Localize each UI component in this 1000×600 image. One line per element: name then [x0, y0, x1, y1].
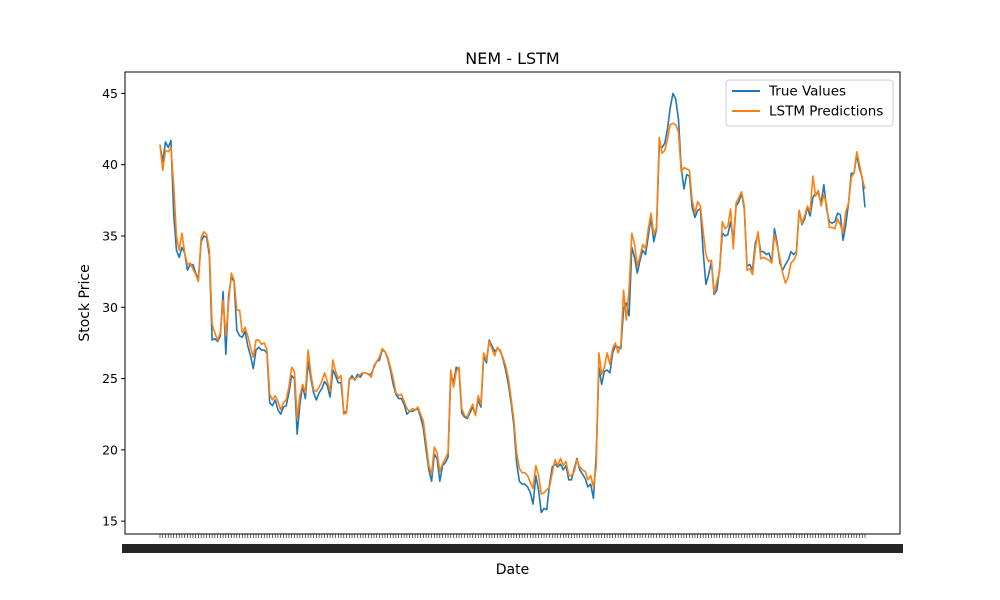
y-tick-label: 30: [102, 300, 118, 315]
chart-title: NEM - LSTM: [465, 49, 559, 68]
x-axis-ticks: [122, 534, 903, 553]
plot-area: 15 20 25 30 35 40 45: [102, 71, 903, 553]
y-tick-label: 20: [102, 442, 118, 457]
series-points-lstm-predictions: [159, 123, 866, 495]
y-axis-ticks: 15 20 25 30 35 40 45: [102, 86, 125, 529]
legend: True Values LSTM Predictions: [725, 79, 894, 127]
series-layer: [159, 92, 866, 514]
legend-label: True Values: [768, 84, 846, 100]
series-line-lstm-predictions: [159, 122, 866, 495]
x-axis-label: Date: [496, 562, 529, 578]
y-axis-label: Stock Price: [77, 264, 93, 341]
legend-frame: [725, 79, 894, 127]
y-tick-label: 45: [102, 86, 118, 101]
y-tick-label: 35: [102, 228, 118, 243]
x-tick-labels-overlap: [122, 544, 903, 553]
plot-frame: [124, 71, 901, 535]
y-tick-label: 25: [102, 371, 118, 386]
y-tick-label: 15: [102, 514, 118, 529]
y-tick-label: 40: [102, 157, 118, 172]
legend-label: LSTM Predictions: [769, 104, 883, 120]
